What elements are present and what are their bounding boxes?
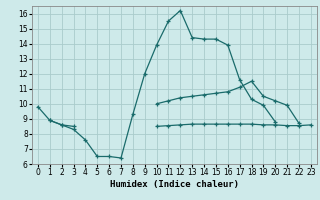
X-axis label: Humidex (Indice chaleur): Humidex (Indice chaleur) bbox=[110, 180, 239, 189]
